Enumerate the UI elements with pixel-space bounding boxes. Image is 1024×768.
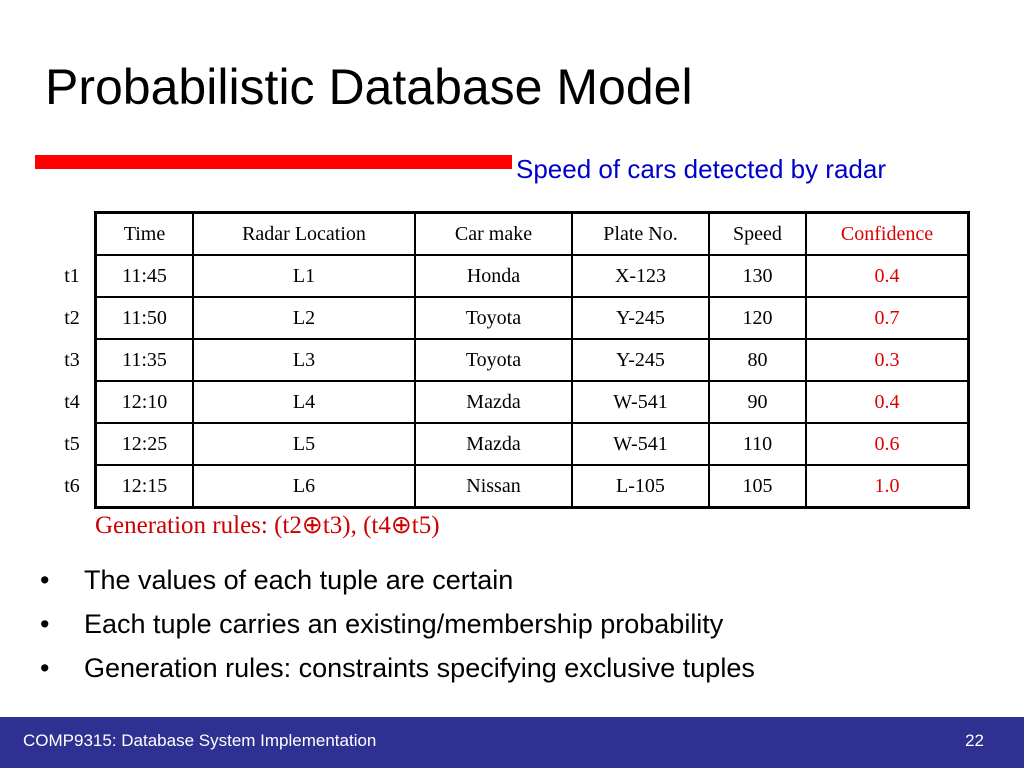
row-id: t6: [50, 465, 97, 508]
cell-plate-no: X-123: [571, 254, 710, 298]
cell-speed: 80: [708, 338, 807, 382]
header-time: Time: [94, 211, 194, 256]
cell-time: 11:35: [94, 338, 194, 382]
cell-time: 11:45: [94, 254, 194, 298]
bullet-dot-icon: •: [40, 653, 50, 683]
cell-speed: 105: [708, 464, 807, 509]
table-row: t3 11:35 L3 Toyota Y-245 80 0.3: [50, 338, 970, 382]
row-id-header: [50, 212, 97, 255]
table-row: t6 12:15 L6 Nissan L-105 105 1.0: [50, 464, 970, 509]
cell-radar-location: L6: [192, 464, 416, 509]
cell-time: 11:50: [94, 296, 194, 340]
cell-plate-no: W-541: [571, 422, 710, 466]
footer-bar: COMP9315: Database System Implementation…: [0, 717, 1024, 768]
header-radar-location: Radar Location: [192, 211, 416, 256]
table-row: t1 11:45 L1 Honda X-123 130 0.4: [50, 254, 970, 298]
row-id: t5: [50, 423, 97, 465]
cell-car-make: Honda: [414, 254, 573, 298]
row-id: t2: [50, 297, 97, 339]
cell-car-make: Toyota: [414, 296, 573, 340]
cell-car-make: Toyota: [414, 338, 573, 382]
red-rule-bar: [35, 155, 512, 169]
row-id: t1: [50, 255, 97, 297]
bullet-text: Generation rules: constraints specifying…: [84, 653, 755, 683]
bullet-item: • Each tuple carries an existing/membersh…: [40, 607, 755, 651]
row-id: t3: [50, 339, 97, 381]
cell-confidence: 0.4: [805, 380, 970, 424]
row-id: t4: [50, 381, 97, 423]
slide-title: Probabilistic Database Model: [45, 59, 693, 115]
cell-radar-location: L5: [192, 422, 416, 466]
cell-confidence: 0.7: [805, 296, 970, 340]
bullet-item: • The values of each tuple are certain: [40, 563, 755, 607]
cell-car-make: Mazda: [414, 422, 573, 466]
cell-speed: 90: [708, 380, 807, 424]
cell-time: 12:10: [94, 380, 194, 424]
cell-confidence: 1.0: [805, 464, 970, 509]
cell-radar-location: L4: [192, 380, 416, 424]
cell-plate-no: Y-245: [571, 338, 710, 382]
page-number: 22: [965, 731, 984, 750]
table-row: t4 12:10 L4 Mazda W-541 90 0.4: [50, 380, 970, 424]
cell-confidence: 0.6: [805, 422, 970, 466]
cell-car-make: Nissan: [414, 464, 573, 509]
header-speed: Speed: [708, 211, 807, 256]
cell-confidence: 0.3: [805, 338, 970, 382]
table-row: t2 11:50 L2 Toyota Y-245 120 0.7: [50, 296, 970, 340]
cell-speed: 110: [708, 422, 807, 466]
cell-plate-no: W-541: [571, 380, 710, 424]
bullet-dot-icon: •: [40, 609, 50, 639]
bullet-dot-icon: •: [40, 565, 50, 595]
cell-radar-location: L3: [192, 338, 416, 382]
cell-radar-location: L2: [192, 296, 416, 340]
cell-radar-location: L1: [192, 254, 416, 298]
table-caption: Speed of cars detected by radar: [516, 154, 887, 184]
cell-confidence: 0.4: [805, 254, 970, 298]
radar-data-table: Time Radar Location Car make Plate No. S…: [50, 211, 970, 509]
cell-time: 12:25: [94, 422, 194, 466]
course-name: COMP9315: Database System Implementation: [23, 731, 377, 750]
bullet-text: The values of each tuple are certain: [84, 565, 514, 595]
cell-plate-no: Y-245: [571, 296, 710, 340]
cell-car-make: Mazda: [414, 380, 573, 424]
cell-time: 12:15: [94, 464, 194, 509]
table-row: t5 12:25 L5 Mazda W-541 110 0.6: [50, 422, 970, 466]
cell-plate-no: L-105: [571, 464, 710, 509]
header-row: Time Radar Location Car make Plate No. S…: [50, 211, 970, 256]
header-confidence: Confidence: [805, 211, 970, 256]
header-plate-no: Plate No.: [571, 211, 710, 256]
cell-speed: 120: [708, 296, 807, 340]
bullet-list: • The values of each tuple are certain • E…: [40, 563, 755, 695]
generation-rules-note: Generation rules: (t2⊕t3), (t4⊕t5): [95, 512, 440, 539]
cell-speed: 130: [708, 254, 807, 298]
bullet-item: • Generation rules: constraints specifyin…: [40, 651, 755, 695]
header-car-make: Car make: [414, 211, 573, 256]
bullet-text: Each tuple carries an existing/membershi…: [84, 609, 724, 639]
